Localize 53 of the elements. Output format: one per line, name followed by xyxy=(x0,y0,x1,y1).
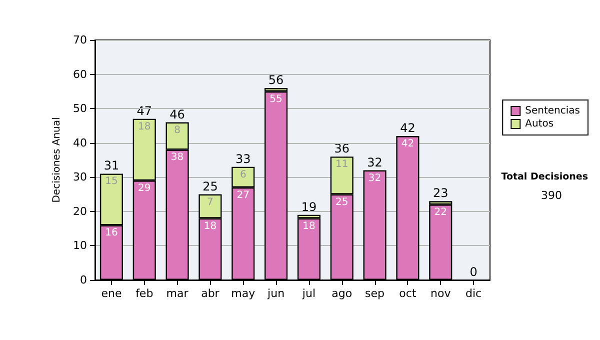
total-label: 36 xyxy=(334,142,350,156)
y-tick-label: 10 xyxy=(73,239,87,252)
total-label: 0 xyxy=(470,265,478,279)
x-tick-label: jun xyxy=(266,287,285,300)
x-tick-label: nov xyxy=(430,287,452,300)
x-tick-label: feb xyxy=(136,287,154,300)
data-label: 18 xyxy=(204,220,217,232)
total-label: 32 xyxy=(367,155,382,170)
y-tick-label: 60 xyxy=(73,68,87,81)
data-label: 18 xyxy=(138,121,151,132)
data-label: 8 xyxy=(174,124,180,136)
data-label: 55 xyxy=(270,94,282,105)
x-tick-label: mar xyxy=(166,287,189,300)
total-label: 33 xyxy=(235,152,251,166)
data-label: 22 xyxy=(434,207,447,218)
total-label: 19 xyxy=(301,200,317,214)
total-label: 25 xyxy=(202,179,218,194)
total-label: 42 xyxy=(400,121,416,135)
data-label: 7 xyxy=(207,196,214,208)
x-tick-label: oct xyxy=(399,287,417,300)
data-label: 29 xyxy=(138,183,151,194)
y-tick-label: 20 xyxy=(73,204,87,218)
y-tick-label: 0 xyxy=(80,274,87,286)
y-axis-title: Decisiones Anual xyxy=(52,117,63,203)
text: 390 xyxy=(541,189,562,202)
data-label: 11 xyxy=(336,159,348,170)
y-tick-label: 50 xyxy=(73,102,87,116)
x-tick-label: jul xyxy=(301,287,316,300)
x-tick-label: ene xyxy=(101,287,122,300)
total-label: 56 xyxy=(268,73,284,87)
y-tick-label: 30 xyxy=(73,170,87,184)
data-label: 25 xyxy=(336,196,348,208)
x-tick-label: ago xyxy=(332,287,352,300)
legend-label: Autos xyxy=(525,118,554,130)
data-label: 27 xyxy=(236,190,250,201)
data-label: 16 xyxy=(105,228,118,239)
data-label: 32 xyxy=(368,172,382,184)
x-tick-label: dic xyxy=(465,287,482,300)
total-label: 46 xyxy=(170,107,185,122)
legend-label: Sentencias xyxy=(525,106,580,116)
data-label: 18 xyxy=(302,220,316,232)
data-label: 38 xyxy=(170,152,184,164)
y-tick-label: 40 xyxy=(73,136,87,150)
data-label: 6 xyxy=(240,169,246,180)
data-label: 15 xyxy=(105,176,118,188)
total-label: 31 xyxy=(104,158,120,173)
x-tick-label: abr xyxy=(201,287,220,300)
x-tick-label: sep xyxy=(365,287,385,300)
x-tick-label: may xyxy=(231,287,256,300)
y-tick-label: 70 xyxy=(73,34,87,46)
text: Total Decisiones xyxy=(501,172,588,182)
data-label: 42 xyxy=(401,138,414,150)
total-label: 23 xyxy=(432,186,448,200)
